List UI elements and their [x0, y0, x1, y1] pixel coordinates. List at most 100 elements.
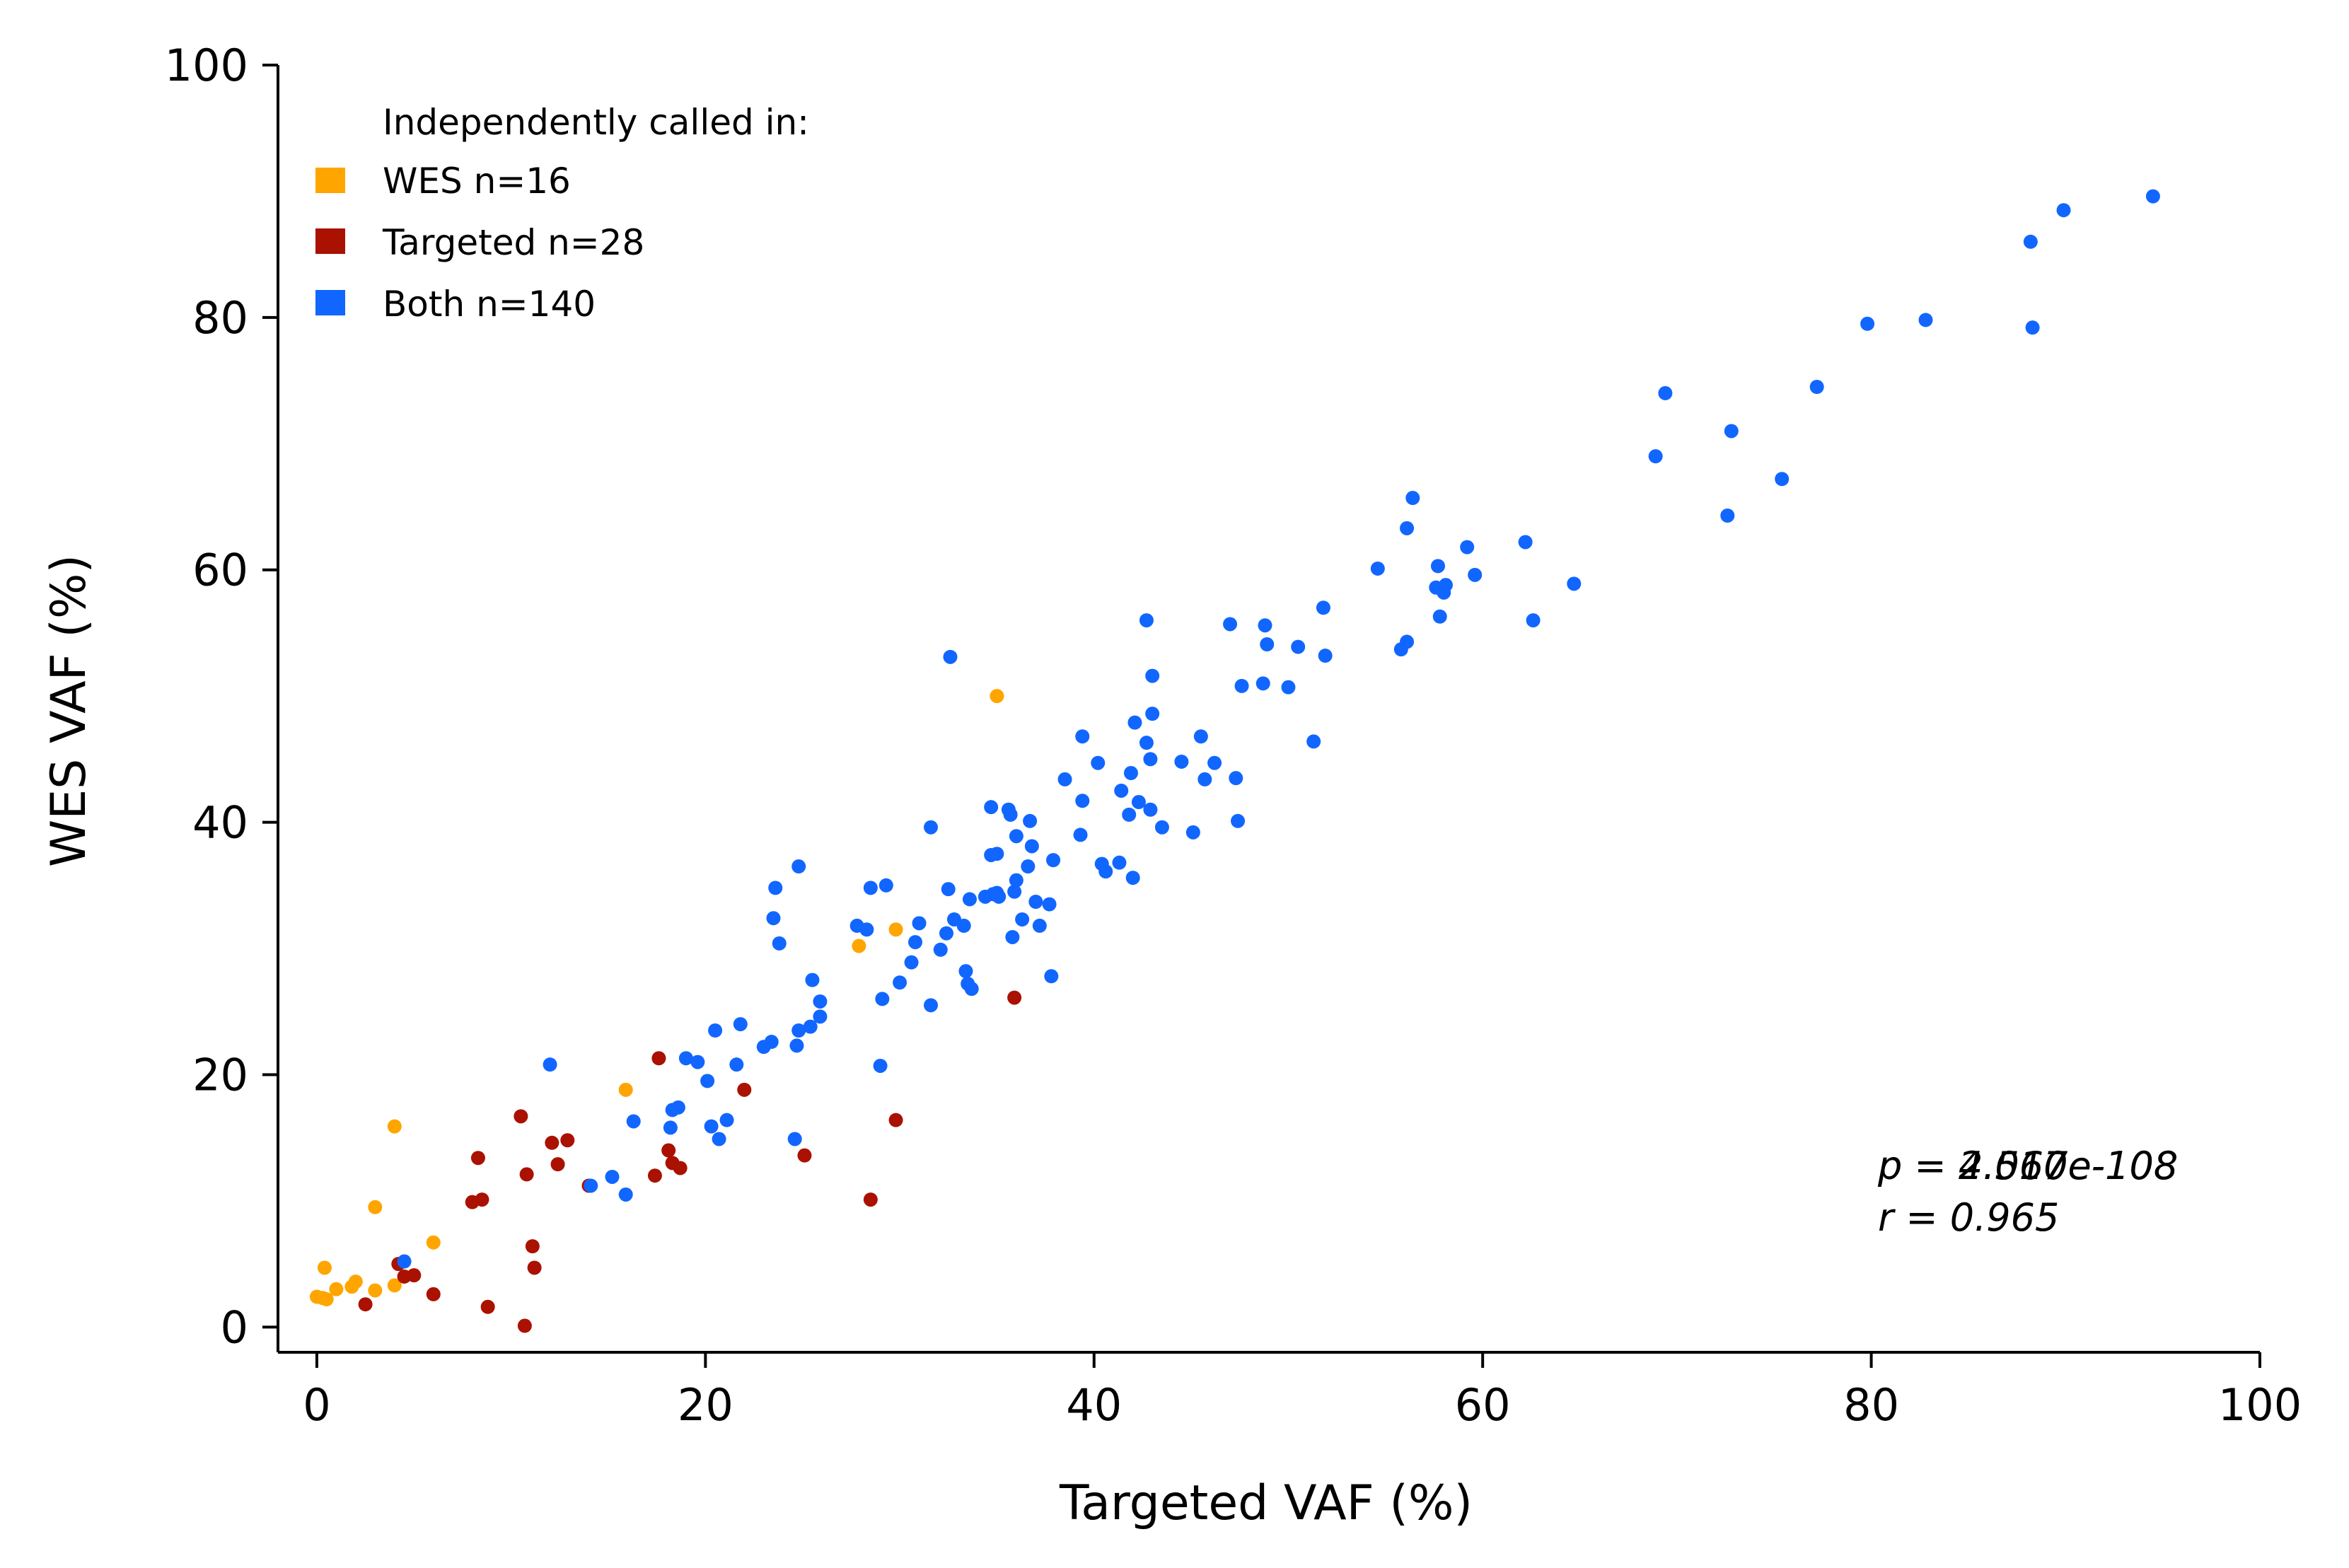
point-both — [789, 1038, 804, 1053]
point-both — [764, 1035, 779, 1050]
point-both — [663, 1120, 678, 1135]
point-both — [964, 982, 979, 997]
point-both — [1003, 807, 1018, 822]
point-both — [791, 859, 806, 874]
point-both — [618, 1187, 633, 1202]
point-both — [712, 1132, 726, 1146]
point-targeted — [525, 1239, 540, 1254]
point-targeted — [545, 1135, 559, 1150]
point-both — [1258, 618, 1272, 633]
point-wes — [368, 1200, 383, 1214]
point-both — [1318, 649, 1333, 663]
point-wes — [426, 1235, 441, 1250]
point-both — [863, 881, 878, 895]
point-both — [2056, 203, 2071, 218]
point-both — [1430, 559, 1445, 574]
point-wes — [618, 1082, 633, 1097]
point-both — [1114, 783, 1129, 798]
legend-swatch-targeted — [315, 228, 345, 254]
point-targeted — [560, 1133, 575, 1148]
point-both — [1046, 853, 1061, 868]
point-both — [943, 649, 958, 664]
point-both — [678, 1051, 693, 1066]
point-both — [1518, 535, 1533, 550]
point-both — [772, 936, 787, 951]
point-both — [1009, 829, 1023, 844]
point-both — [1143, 802, 1158, 817]
x-tick-label: 40 — [1066, 1379, 1122, 1431]
point-targeted — [358, 1297, 373, 1312]
point-both — [1724, 424, 1739, 439]
point-both — [768, 881, 783, 895]
point-targeted — [647, 1168, 662, 1183]
point-both — [1075, 794, 1090, 808]
point-both — [1044, 969, 1059, 984]
legend-label-both: Both n=140 — [383, 284, 596, 325]
point-both — [939, 926, 953, 941]
legend-title: Independently called in: — [383, 102, 809, 143]
point-both — [1057, 772, 1072, 786]
point-both — [1720, 509, 1735, 523]
point-wes — [990, 689, 1004, 704]
point-wes — [387, 1278, 402, 1293]
point-both — [984, 800, 999, 815]
point-targeted — [550, 1157, 565, 1172]
point-both — [1028, 895, 1043, 909]
point-both — [1009, 873, 1023, 888]
point-targeted — [1007, 990, 1022, 1005]
point-targeted — [863, 1192, 878, 1207]
point-both — [958, 964, 973, 979]
point-both — [1193, 729, 1208, 744]
point-both — [1437, 585, 1451, 600]
point-both — [1127, 715, 1142, 730]
point-both — [708, 1023, 723, 1038]
point-both — [1260, 637, 1275, 651]
point-both — [1468, 567, 1483, 582]
point-both — [1775, 472, 1790, 487]
point-both — [1400, 521, 1415, 535]
point-both — [1131, 795, 1146, 810]
point-wes — [319, 1292, 334, 1307]
point-targeted — [797, 1148, 812, 1163]
point-wes — [368, 1283, 383, 1298]
point-both — [912, 916, 927, 931]
point-both — [1185, 825, 1200, 840]
point-both — [1139, 613, 1154, 628]
point-both — [1145, 707, 1160, 721]
point-both — [1658, 385, 1673, 400]
point-targeted — [527, 1260, 542, 1275]
point-both — [1526, 613, 1541, 628]
x-axis-ticks: 0 20 40 60 80 100 — [303, 1352, 2302, 1431]
point-both — [956, 918, 971, 933]
point-both — [719, 1113, 734, 1127]
point-both — [1024, 839, 1039, 854]
point-both — [1073, 827, 1088, 842]
point-both — [1809, 380, 1824, 394]
point-targeted — [470, 1151, 485, 1166]
point-both — [1207, 755, 1222, 770]
point-both — [733, 1017, 748, 1032]
x-tick-label: 80 — [1843, 1379, 1899, 1431]
point-both — [791, 1023, 806, 1038]
point-both — [766, 911, 781, 926]
y-tick-label: 0 — [221, 1301, 248, 1353]
y-axis-title: WES VAF (%) — [41, 554, 97, 867]
point-both — [1281, 680, 1296, 695]
point-targeted — [426, 1287, 441, 1301]
point-both — [1032, 918, 1047, 933]
point-both — [1316, 600, 1330, 615]
point-both — [875, 992, 890, 1006]
point-both — [605, 1169, 620, 1184]
point-both — [1007, 884, 1022, 899]
point-both — [626, 1114, 641, 1129]
point-both — [1145, 668, 1160, 683]
p-value-text-b: p = 2.010e-108 — [1877, 1144, 2178, 1188]
point-both — [924, 820, 939, 835]
point-both — [729, 1057, 744, 1072]
point-both — [1154, 820, 1169, 835]
data-points — [309, 189, 2160, 1333]
point-both — [1229, 771, 1243, 786]
point-both — [1197, 772, 1212, 786]
point-both — [904, 955, 919, 970]
